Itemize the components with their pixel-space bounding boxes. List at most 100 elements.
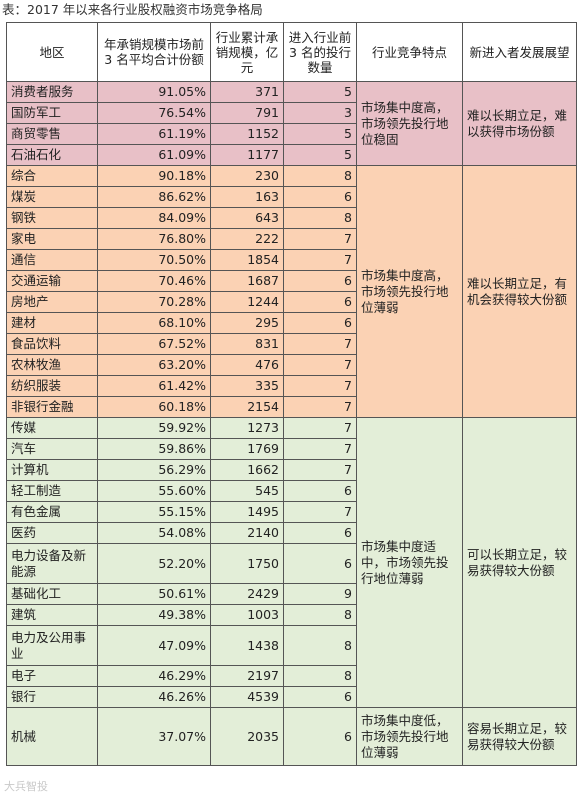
count-cell: 7 bbox=[283, 228, 357, 250]
count-cell: 3 bbox=[283, 102, 357, 124]
table-row: 交通运输 70.46% 1687 6 bbox=[6, 270, 577, 292]
header-row: 地区 年承销规模市场前 3 名平均合计份额 行业累计承销规模，亿元 进入行业前 … bbox=[6, 22, 577, 82]
scale-cell: 4539 bbox=[210, 686, 284, 708]
count-cell: 6 bbox=[283, 186, 357, 208]
scale-cell: 1662 bbox=[210, 459, 284, 481]
table-row: 传媒 59.92% 1273 7 市场集中度适中，市场领先投行地位薄弱 可以长期立足，较易… bbox=[6, 417, 577, 708]
scale-cell: 1750 bbox=[210, 543, 284, 584]
watermark-text: 大兵智投 bbox=[4, 780, 48, 793]
count-cell: 8 bbox=[283, 207, 357, 229]
table-row: 建材 68.10% 295 6 bbox=[6, 312, 577, 334]
region-cell: 汽车 bbox=[6, 438, 98, 460]
region-cell: 商贸零售 bbox=[6, 123, 98, 145]
scale-cell: 1438 bbox=[210, 625, 284, 666]
region-cell: 消费者服务 bbox=[6, 81, 98, 103]
header-share: 年承销规模市场前 3 名平均合计份额 bbox=[97, 22, 211, 82]
scale-cell: 1687 bbox=[210, 270, 284, 292]
header-feature: 行业竞争特点 bbox=[356, 22, 463, 82]
region-cell: 传媒 bbox=[6, 417, 98, 439]
share-cell: 67.52% bbox=[97, 333, 211, 355]
header-outlook: 新进入者发展展望 bbox=[462, 22, 577, 82]
count-cell: 6 bbox=[283, 291, 357, 313]
outlook-cell: 可以长期立足，较易获得较大份额 bbox=[462, 417, 577, 708]
scale-cell: 643 bbox=[210, 207, 284, 229]
table-caption: 表：2017 年以来各行业股权融资市场竞争格局 bbox=[2, 2, 263, 17]
share-cell: 47.09% bbox=[97, 625, 211, 666]
count-cell: 6 bbox=[283, 312, 357, 334]
scale-cell: 1177 bbox=[210, 144, 284, 166]
region-cell: 电子 bbox=[6, 665, 98, 687]
scale-cell: 1152 bbox=[210, 123, 284, 145]
table-row: 建筑 49.38% 1003 8 bbox=[6, 604, 577, 626]
region-cell: 有色金属 bbox=[6, 501, 98, 523]
region-cell: 石油石化 bbox=[6, 144, 98, 166]
feature-cell: 市场集中度高，市场领先投行地位稳固 bbox=[356, 81, 463, 166]
table-row: 电力设备及新能源 52.20% 1750 6 bbox=[6, 543, 577, 584]
region-cell: 电力设备及新能源 bbox=[6, 543, 98, 584]
scale-cell: 222 bbox=[210, 228, 284, 250]
table-row: 机械 37.07% 2035 6 市场集中度低，市场领先投行地位薄弱 容易长期立足，较易获… bbox=[6, 707, 577, 766]
table-row: 银行 46.26% 4539 6 bbox=[6, 686, 577, 708]
region-cell: 医药 bbox=[6, 522, 98, 544]
table-row: 电力及公用事业 47.09% 1438 8 bbox=[6, 625, 577, 666]
table-row: 食品饮料 67.52% 831 7 bbox=[6, 333, 577, 355]
table-row: 医药 54.08% 2140 6 bbox=[6, 522, 577, 544]
outlook-cell: 难以长期立足，难以获得市场份额 bbox=[462, 81, 577, 166]
count-cell: 8 bbox=[283, 165, 357, 187]
share-cell: 52.20% bbox=[97, 543, 211, 584]
scale-cell: 831 bbox=[210, 333, 284, 355]
feature-cell: 市场集中度高，市场领先投行地位薄弱 bbox=[356, 165, 463, 418]
header-scale: 行业累计承销规模，亿元 bbox=[210, 22, 284, 82]
region-cell: 交通运输 bbox=[6, 270, 98, 292]
table-row: 汽车 59.86% 1769 7 bbox=[6, 438, 577, 460]
scale-cell: 476 bbox=[210, 354, 284, 376]
scale-cell: 2197 bbox=[210, 665, 284, 687]
header-region: 地区 bbox=[6, 22, 98, 82]
count-cell: 7 bbox=[283, 249, 357, 271]
table-row: 消费者服务 91.05% 371 5 市场集中度高，市场领先投行地位稳固 难以长期立足，难… bbox=[6, 81, 577, 166]
share-cell: 46.29% bbox=[97, 665, 211, 687]
share-cell: 61.09% bbox=[97, 144, 211, 166]
region-cell: 房地产 bbox=[6, 291, 98, 313]
count-cell: 5 bbox=[283, 81, 357, 103]
scale-cell: 1244 bbox=[210, 291, 284, 313]
table-row: 商贸零售 61.19% 1152 5 bbox=[6, 123, 577, 145]
share-cell: 59.86% bbox=[97, 438, 211, 460]
share-cell: 61.42% bbox=[97, 375, 211, 397]
scale-cell: 2035 bbox=[210, 707, 284, 766]
share-cell: 76.80% bbox=[97, 228, 211, 250]
scale-cell: 2429 bbox=[210, 583, 284, 605]
count-cell: 7 bbox=[283, 333, 357, 355]
count-cell: 7 bbox=[283, 417, 357, 439]
share-cell: 91.05% bbox=[97, 81, 211, 103]
count-cell: 6 bbox=[283, 270, 357, 292]
table-row: 钢铁 84.09% 643 8 bbox=[6, 207, 577, 229]
count-cell: 6 bbox=[283, 522, 357, 544]
count-cell: 6 bbox=[283, 686, 357, 708]
region-cell: 银行 bbox=[6, 686, 98, 708]
share-cell: 59.92% bbox=[97, 417, 211, 439]
region-cell: 机械 bbox=[6, 707, 98, 766]
share-cell: 70.28% bbox=[97, 291, 211, 313]
share-cell: 76.54% bbox=[97, 102, 211, 124]
share-cell: 90.18% bbox=[97, 165, 211, 187]
scale-cell: 295 bbox=[210, 312, 284, 334]
region-cell: 煤炭 bbox=[6, 186, 98, 208]
header-count: 进入行业前 3 名的投行数量 bbox=[283, 22, 357, 82]
region-cell: 综合 bbox=[6, 165, 98, 187]
count-cell: 7 bbox=[283, 501, 357, 523]
count-cell: 8 bbox=[283, 625, 357, 666]
share-cell: 55.15% bbox=[97, 501, 211, 523]
share-cell: 56.29% bbox=[97, 459, 211, 481]
count-cell: 7 bbox=[283, 459, 357, 481]
region-cell: 钢铁 bbox=[6, 207, 98, 229]
feature-cell: 市场集中度低，市场领先投行地位薄弱 bbox=[356, 707, 463, 766]
table-row: 家电 76.80% 222 7 bbox=[6, 228, 577, 250]
scale-cell: 2140 bbox=[210, 522, 284, 544]
share-cell: 60.18% bbox=[97, 396, 211, 418]
table-row: 非银行金融 60.18% 2154 7 bbox=[6, 396, 577, 418]
share-cell: 70.46% bbox=[97, 270, 211, 292]
count-cell: 5 bbox=[283, 144, 357, 166]
table-row: 轻工制造 55.60% 545 6 bbox=[6, 480, 577, 502]
outlook-cell: 容易长期立足，较易获得较大份额 bbox=[462, 707, 577, 766]
